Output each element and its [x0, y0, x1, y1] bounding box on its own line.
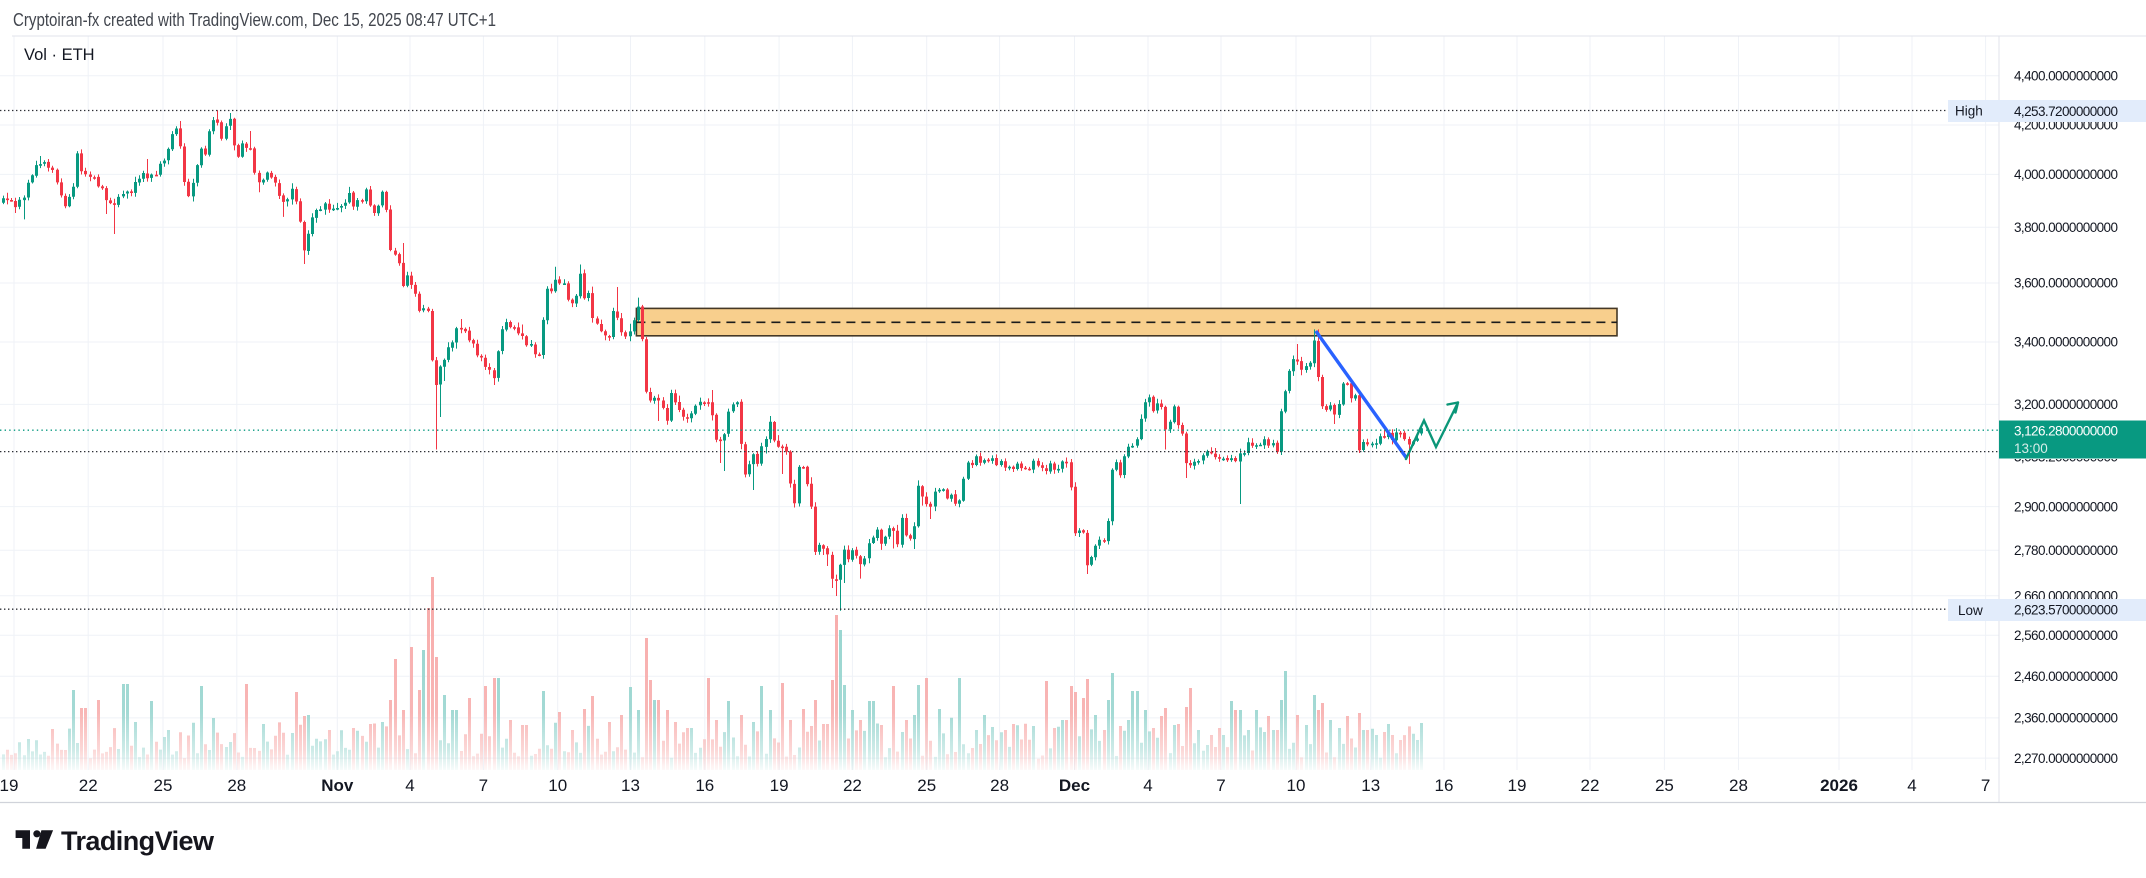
svg-text:Low: Low	[1958, 603, 1983, 618]
svg-text:7: 7	[479, 776, 488, 795]
svg-text:28: 28	[1729, 776, 1748, 795]
svg-text:Nov: Nov	[321, 776, 354, 795]
svg-text:7: 7	[1216, 776, 1225, 795]
svg-text:22: 22	[1581, 776, 1600, 795]
svg-text:22: 22	[843, 776, 862, 795]
svg-text:2,780.0000000000: 2,780.0000000000	[2014, 543, 2118, 558]
svg-text:4,253.7200000000: 4,253.7200000000	[2014, 104, 2118, 119]
svg-text:10: 10	[1287, 776, 1306, 795]
svg-text:4: 4	[1907, 776, 1916, 795]
svg-text:19: 19	[1508, 776, 1527, 795]
svg-text:16: 16	[695, 776, 714, 795]
svg-text:16: 16	[1435, 776, 1454, 795]
svg-text:2,460.0000000000: 2,460.0000000000	[2014, 669, 2118, 684]
svg-text:3,400.0000000000: 3,400.0000000000	[2014, 335, 2118, 350]
svg-text:2,900.0000000000: 2,900.0000000000	[2014, 499, 2118, 514]
svg-text:25: 25	[154, 776, 173, 795]
svg-text:13: 13	[621, 776, 640, 795]
svg-text:2,623.5700000000: 2,623.5700000000	[2014, 603, 2118, 618]
svg-text:7: 7	[1981, 776, 1990, 795]
svg-text:4,400.0000000000: 4,400.0000000000	[2014, 69, 2118, 84]
svg-text:19: 19	[770, 776, 789, 795]
svg-text:Dec: Dec	[1059, 776, 1090, 795]
svg-text:Vol · ETH: Vol · ETH	[24, 46, 95, 64]
svg-text:13: 13	[1361, 776, 1380, 795]
svg-text:TradingView: TradingView	[61, 826, 215, 856]
svg-text:4: 4	[1143, 776, 1152, 795]
svg-text:19: 19	[0, 776, 18, 795]
svg-text:4: 4	[405, 776, 414, 795]
svg-text:25: 25	[1655, 776, 1674, 795]
svg-text:Cryptoiran-fx created with Tra: Cryptoiran-fx created with TradingView.c…	[13, 9, 496, 30]
svg-text:2,560.0000000000: 2,560.0000000000	[2014, 628, 2118, 643]
svg-text:2,360.0000000000: 2,360.0000000000	[2014, 711, 2118, 726]
svg-text:3,055.2000000000: 3,055.2000000000	[2014, 449, 2118, 464]
svg-text:3,600.0000000000: 3,600.0000000000	[2014, 276, 2118, 291]
svg-text:28: 28	[227, 776, 246, 795]
svg-text:2,270.0000000000: 2,270.0000000000	[2014, 751, 2118, 766]
svg-text:2026: 2026	[1820, 776, 1858, 795]
svg-text:22: 22	[79, 776, 98, 795]
svg-text:3,126.2800000000: 3,126.2800000000	[2014, 424, 2118, 439]
svg-text:13:00: 13:00	[2014, 441, 2048, 456]
svg-text:3,800.0000000000: 3,800.0000000000	[2014, 220, 2118, 235]
svg-text:10: 10	[548, 776, 567, 795]
svg-text:25: 25	[917, 776, 936, 795]
svg-text:High: High	[1955, 104, 1983, 119]
svg-text:28: 28	[990, 776, 1009, 795]
svg-text:4,000.0000000000: 4,000.0000000000	[2014, 167, 2118, 182]
svg-text:3,200.0000000000: 3,200.0000000000	[2014, 397, 2118, 412]
